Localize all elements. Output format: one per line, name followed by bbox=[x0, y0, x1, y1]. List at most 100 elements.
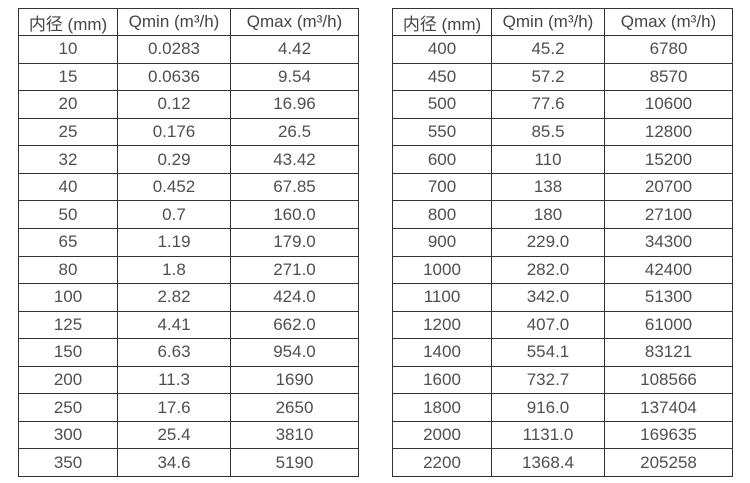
table-cell: 51300 bbox=[604, 283, 733, 312]
table-cell: 500 bbox=[392, 90, 492, 119]
table-cell: 1100 bbox=[392, 283, 492, 312]
flow-table-large-diameters: 内径 (mm) Qmin (m³/h) Qmax (m³/h) 400 45.2 678… bbox=[392, 8, 733, 477]
table-row: 500 77.6 10600 bbox=[392, 90, 733, 119]
column-header: 内径 (mm) bbox=[18, 8, 118, 36]
table-row: 100 2.82 424.0 bbox=[18, 283, 359, 312]
table-cell: 916.0 bbox=[491, 393, 605, 422]
table-cell: 1131.0 bbox=[491, 420, 605, 450]
table-row: 600 110 15200 bbox=[392, 145, 733, 174]
table-cell: 0.0283 bbox=[117, 35, 231, 64]
table-cell: 1400 bbox=[392, 338, 492, 367]
table-cell: 0.7 bbox=[117, 200, 231, 229]
table-cell: 2650 bbox=[230, 393, 359, 422]
table-cell: 2000 bbox=[392, 420, 492, 450]
table-cell: 26.5 bbox=[230, 117, 359, 147]
table-row: 400 45.2 6780 bbox=[392, 35, 733, 64]
table-cell: 1200 bbox=[392, 310, 492, 340]
table-cell: 8570 bbox=[604, 62, 733, 92]
table-cell: 15200 bbox=[604, 145, 733, 174]
table-row: 1400 554.1 83121 bbox=[392, 338, 733, 367]
table-cell: 137404 bbox=[604, 393, 733, 422]
table-row: 2000 1131.0 169635 bbox=[392, 420, 733, 450]
table-cell: 1368.4 bbox=[491, 448, 605, 477]
table-row: 50 0.7 160.0 bbox=[18, 200, 359, 229]
table-cell: 138 bbox=[491, 172, 605, 202]
table-cell: 400 bbox=[392, 35, 492, 64]
table-cell: 17.6 bbox=[117, 393, 231, 422]
table-cell: 350 bbox=[18, 448, 118, 477]
table-cell: 662.0 bbox=[230, 310, 359, 340]
table-cell: 3810 bbox=[230, 420, 359, 450]
table-cell: 407.0 bbox=[491, 310, 605, 340]
table-cell: 11.3 bbox=[117, 365, 231, 395]
table-cell: 100 bbox=[18, 283, 118, 312]
table-cell: 12800 bbox=[604, 117, 733, 147]
table-cell: 0.29 bbox=[117, 145, 231, 174]
table-cell: 2.82 bbox=[117, 283, 231, 312]
table-cell: 34.6 bbox=[117, 448, 231, 477]
table-row: 800 180 27100 bbox=[392, 200, 733, 229]
table-cell: 900 bbox=[392, 227, 492, 257]
table-cell: 50 bbox=[18, 200, 118, 229]
table-cell: 108566 bbox=[604, 365, 733, 395]
table-row: 40 0.452 67.85 bbox=[18, 172, 359, 202]
table-cell: 342.0 bbox=[491, 283, 605, 312]
table-cell: 34300 bbox=[604, 227, 733, 257]
table-cell: 10600 bbox=[604, 90, 733, 119]
table-cell: 1690 bbox=[230, 365, 359, 395]
table-row: 2200 1368.4 205258 bbox=[392, 448, 733, 477]
table-cell: 0.452 bbox=[117, 172, 231, 202]
table-cell: 1800 bbox=[392, 393, 492, 422]
table-cell: 110 bbox=[491, 145, 605, 174]
table-cell: 250 bbox=[18, 393, 118, 422]
table-cell: 6780 bbox=[604, 35, 733, 64]
table-cell: 600 bbox=[392, 145, 492, 174]
table-cell: 0.176 bbox=[117, 117, 231, 147]
flow-table-small-diameters: 内径 (mm) Qmin (m³/h) Qmax (m³/h) 10 0.0283 4.… bbox=[18, 8, 359, 477]
table-cell: 1.8 bbox=[117, 255, 231, 285]
table-row: 25 0.176 26.5 bbox=[18, 117, 359, 147]
table-row: 250 17.6 2650 bbox=[18, 393, 359, 422]
table-cell: 32 bbox=[18, 145, 118, 174]
table-cell: 205258 bbox=[604, 448, 733, 477]
column-header: Qmin (m³/h) bbox=[491, 8, 605, 36]
table-cell: 83121 bbox=[604, 338, 733, 367]
table-row: 10 0.0283 4.42 bbox=[18, 35, 359, 64]
table-cell: 282.0 bbox=[491, 255, 605, 285]
table-cell: 271.0 bbox=[230, 255, 359, 285]
table-row: 1000 282.0 42400 bbox=[392, 255, 733, 285]
table-cell: 9.54 bbox=[230, 62, 359, 92]
table-row: 450 57.2 8570 bbox=[392, 62, 733, 92]
table-row: 1200 407.0 61000 bbox=[392, 310, 733, 340]
table-cell: 179.0 bbox=[230, 227, 359, 257]
table-cell: 160.0 bbox=[230, 200, 359, 229]
table-cell: 25 bbox=[18, 117, 118, 147]
table-cell: 67.85 bbox=[230, 172, 359, 202]
table-cell: 1.19 bbox=[117, 227, 231, 257]
table-cell: 20700 bbox=[604, 172, 733, 202]
table-cell: 1600 bbox=[392, 365, 492, 395]
table-cell: 15 bbox=[18, 62, 118, 92]
table-cell: 200 bbox=[18, 365, 118, 395]
table-cell: 27100 bbox=[604, 200, 733, 229]
column-header: Qmax (m³/h) bbox=[604, 8, 733, 36]
table-cell: 954.0 bbox=[230, 338, 359, 367]
table-cell: 150 bbox=[18, 338, 118, 367]
table-row: 80 1.8 271.0 bbox=[18, 255, 359, 285]
table-row: 900 229.0 34300 bbox=[392, 227, 733, 257]
table-cell: 25.4 bbox=[117, 420, 231, 450]
table-cell: 4.42 bbox=[230, 35, 359, 64]
table-cell: 16.96 bbox=[230, 90, 359, 119]
table-cell: 550 bbox=[392, 117, 492, 147]
table-cell: 1000 bbox=[392, 255, 492, 285]
table-cell: 80 bbox=[18, 255, 118, 285]
header-row: 内径 (mm) Qmin (m³/h) Qmax (m³/h) bbox=[18, 8, 359, 36]
table-cell: 700 bbox=[392, 172, 492, 202]
table-cell: 125 bbox=[18, 310, 118, 340]
table-row: 150 6.63 954.0 bbox=[18, 338, 359, 367]
table-row: 20 0.12 16.96 bbox=[18, 90, 359, 119]
table-cell: 180 bbox=[491, 200, 605, 229]
table-cell: 424.0 bbox=[230, 283, 359, 312]
table-row: 200 11.3 1690 bbox=[18, 365, 359, 395]
